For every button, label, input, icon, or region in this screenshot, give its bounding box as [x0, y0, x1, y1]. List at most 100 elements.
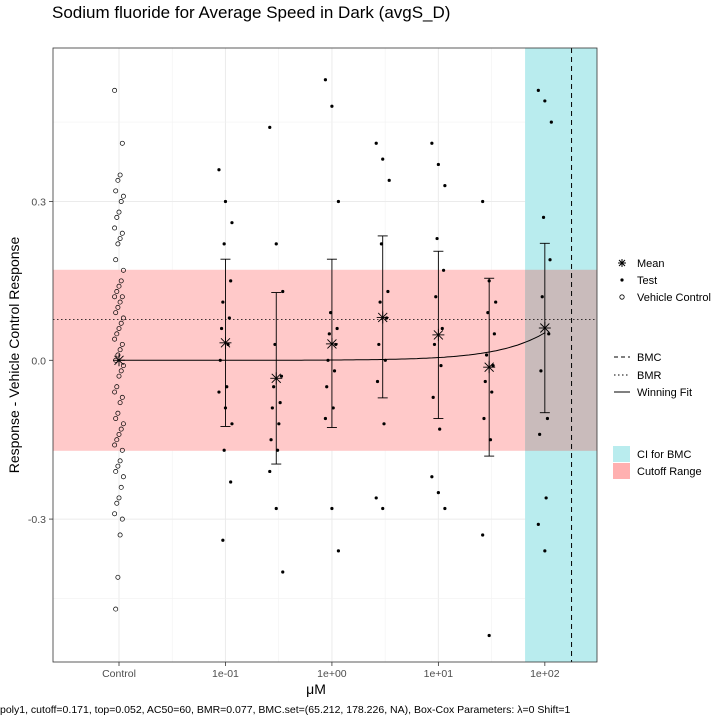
control-point: [117, 532, 123, 538]
test-point: [325, 385, 329, 389]
mean-stroke: [220, 338, 231, 348]
control-point: [115, 241, 121, 247]
mean-marker: [432, 328, 445, 341]
test-point: [330, 104, 334, 108]
test-point: [230, 221, 234, 225]
mean-marker: [219, 336, 232, 349]
test-points: [217, 78, 553, 638]
test-point: [223, 199, 228, 204]
test-point: [274, 242, 278, 246]
control-point: [120, 474, 126, 480]
y-tick-label: 0.3: [31, 197, 46, 209]
test-point: [545, 416, 550, 421]
vehicle-control-points: [112, 87, 126, 612]
test-point: [436, 491, 440, 495]
test-point: [225, 385, 229, 389]
test-point: [378, 300, 382, 304]
control-point: [113, 188, 119, 194]
control-point: [117, 172, 123, 178]
test-point: [375, 379, 380, 384]
control-point: [119, 140, 125, 146]
test-point: [439, 363, 443, 368]
test-point: [279, 374, 284, 378]
test-point: [484, 353, 489, 357]
control-point: [112, 87, 118, 93]
control-point: [112, 294, 118, 300]
test-point: [268, 469, 272, 474]
test-point: [273, 342, 277, 347]
test-point: [278, 401, 282, 405]
control-point: [116, 495, 122, 501]
ci-swatch-icon: [613, 446, 630, 462]
test-point: [434, 295, 438, 299]
control-point: [118, 484, 124, 490]
mean-stroke: [433, 330, 444, 340]
control-point: [118, 426, 124, 432]
plot-panel: [52, 47, 598, 663]
legend-item-ci-bmc: CI for BMC: [613, 446, 691, 462]
test-point: [430, 141, 434, 145]
test-point: [379, 242, 384, 246]
test-point: [323, 78, 328, 82]
legend-fills-group: CI for BMC Cutoff Range: [613, 446, 702, 479]
test-point: [538, 432, 542, 436]
test-point: [377, 342, 381, 347]
cutoff-swatch-icon: [613, 463, 630, 479]
test-point: [548, 258, 552, 262]
test-point: [482, 416, 486, 421]
test-point: [544, 496, 548, 500]
control-point: [113, 416, 119, 421]
test-point: [539, 369, 543, 373]
test-point: [430, 475, 434, 479]
test-point: [218, 358, 222, 362]
test-point: [222, 448, 226, 452]
test-point: [385, 316, 389, 320]
test-point: [487, 633, 491, 638]
test-point: [382, 422, 386, 426]
control-point: [120, 315, 126, 321]
control-point: [116, 209, 122, 215]
legend-points-group: Mean Test Vehicle Control: [618, 258, 711, 304]
test-point: [221, 300, 225, 304]
y-axis-ticks: -0.3 0.0 0.3: [28, 197, 53, 526]
test-point: [272, 385, 276, 389]
test-point: [432, 342, 437, 347]
legend-item-test: Test: [620, 275, 657, 287]
control-point: [115, 574, 121, 580]
legend-label-bmr: BMR: [637, 370, 662, 382]
control-point: [113, 257, 119, 263]
mean-marker: [538, 322, 551, 335]
test-point: [547, 332, 551, 336]
test-point: [486, 311, 490, 315]
test-point: [335, 326, 339, 331]
legend-item-cutoff-range: Cutoff Range: [613, 463, 702, 479]
control-point: [117, 236, 123, 242]
test-point: [327, 332, 331, 336]
test-point: [268, 125, 272, 129]
test-point: [443, 184, 447, 188]
open-circle-icon: [619, 294, 625, 300]
test-point: [221, 538, 225, 542]
control-point: [112, 511, 118, 517]
control-point: [117, 458, 123, 464]
legend-item-bmc: BMC: [614, 352, 662, 364]
control-point: [112, 336, 118, 342]
control-point: [115, 463, 121, 469]
control-point: [118, 199, 124, 204]
control-point: [119, 516, 125, 522]
control-point: [120, 421, 126, 427]
test-point: [230, 422, 234, 426]
control-point: [114, 214, 120, 220]
test-point: [440, 326, 444, 331]
control-point: [119, 230, 125, 236]
mean-symbol-icon: [618, 259, 626, 267]
legend-lines-group: BMC BMR Winning Fit: [614, 352, 692, 399]
test-point: [491, 363, 495, 368]
control-point: [118, 320, 124, 326]
control-point: [112, 225, 118, 231]
test-point: [336, 199, 341, 204]
mean-stroke: [377, 312, 388, 323]
control-point: [120, 193, 126, 199]
test-point: [540, 295, 544, 299]
mean-marker: [270, 372, 283, 385]
